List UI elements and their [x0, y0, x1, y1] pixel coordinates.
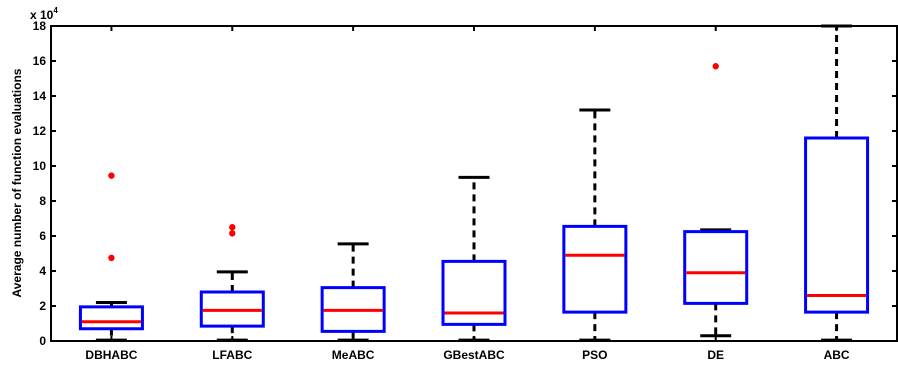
y-tick-label: 18	[33, 19, 47, 33]
y-axis-multiplier: x 104	[30, 6, 58, 22]
x-tick-label: DE	[707, 348, 724, 362]
y-axis-label: Average number of function evaluations	[10, 68, 24, 297]
y-tick-label: 2	[39, 299, 46, 313]
x-tick-label: GBestABC	[443, 348, 505, 362]
y-tick-label: 6	[39, 229, 46, 243]
y-tick-label: 16	[33, 54, 47, 68]
x-tick-label: ABC	[824, 348, 850, 362]
iqr-box	[78, 305, 144, 331]
outlier-point	[712, 63, 719, 70]
y-axis-multiplier-exponent: 4	[53, 6, 58, 15]
y-tick-label: 8	[39, 194, 46, 208]
x-tick-label: PSO	[582, 348, 607, 362]
y-tick-label: 10	[33, 159, 47, 173]
outlier-point	[229, 230, 236, 237]
iqr-box	[441, 259, 507, 326]
y-axis-multiplier-base: x 10	[30, 8, 54, 22]
x-tick-label: MeABC	[332, 348, 375, 362]
outlier-point	[108, 172, 115, 179]
outlier-point	[229, 224, 236, 231]
iqr-box	[804, 136, 870, 314]
iqr-box	[562, 224, 628, 314]
y-tick-label: 4	[39, 264, 46, 278]
iqr-box	[683, 230, 749, 305]
plot-area: 0 2 4 6 8 10 12 14 16 18 DBHABC LFABC MeABC GBestABC P…	[33, 19, 898, 362]
x-tick-label: DBHABC	[85, 348, 137, 362]
y-tick-label: 0	[39, 334, 46, 348]
x-tick-label: LFABC	[212, 348, 252, 362]
outlier-point	[108, 254, 115, 262]
y-tick-label: 12	[33, 124, 47, 138]
y-tick-label: 14	[33, 89, 47, 103]
